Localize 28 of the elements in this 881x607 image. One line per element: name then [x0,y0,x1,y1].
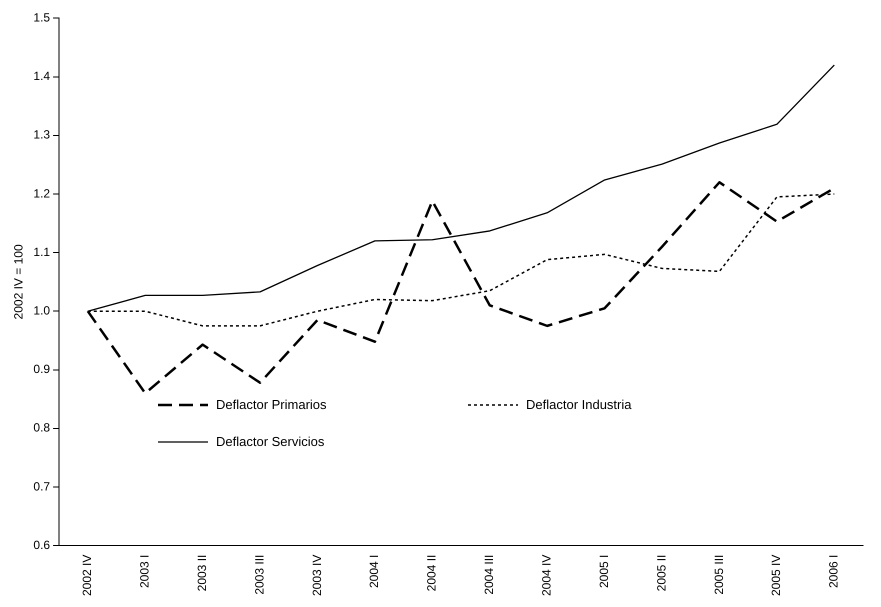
x-tick-label: 2004 II [424,554,439,592]
x-tick-label: 2003 III [252,554,266,595]
legend-label: Deflactor Primarios [216,397,327,412]
y-tick-label: 1.5 [33,10,50,25]
y-tick-label: 0.6 [33,538,50,552]
y-tick-label: 0.9 [33,362,50,376]
y-tick-label: 1.4 [33,69,50,84]
y-tick-label: 1.2 [33,186,50,200]
x-tick-label: 2004 IV [539,554,554,596]
legend-label: Deflactor Servicios [216,434,324,449]
x-tick-label: 2003 IV [310,554,324,596]
y-tick-label: 1.1 [33,244,50,259]
x-tick-label: 2005 I [596,554,611,588]
x-tick-label: 2006 I [826,554,841,588]
y-tick-label: 1.0 [33,304,50,318]
x-tick-label: 2004 III [482,554,496,595]
y-tick-label: 1.3 [33,128,50,142]
y-axis-title: 2002 IV = 100 [12,244,26,320]
y-tick-label: 0.8 [33,420,50,435]
x-tick-label: 2005 IV [769,554,784,596]
x-tick-label: 2005 III [712,554,726,595]
x-tick-label: 2005 II [654,554,668,592]
x-tick-label: 2003 II [194,554,209,592]
x-tick-label: 2002 IV [80,554,94,596]
x-tick-label: 2004 I [367,554,382,588]
y-tick-label: 0.7 [33,479,50,494]
x-tick-label: 2003 I [138,554,152,588]
legend-label: Deflactor Industria [526,397,632,412]
